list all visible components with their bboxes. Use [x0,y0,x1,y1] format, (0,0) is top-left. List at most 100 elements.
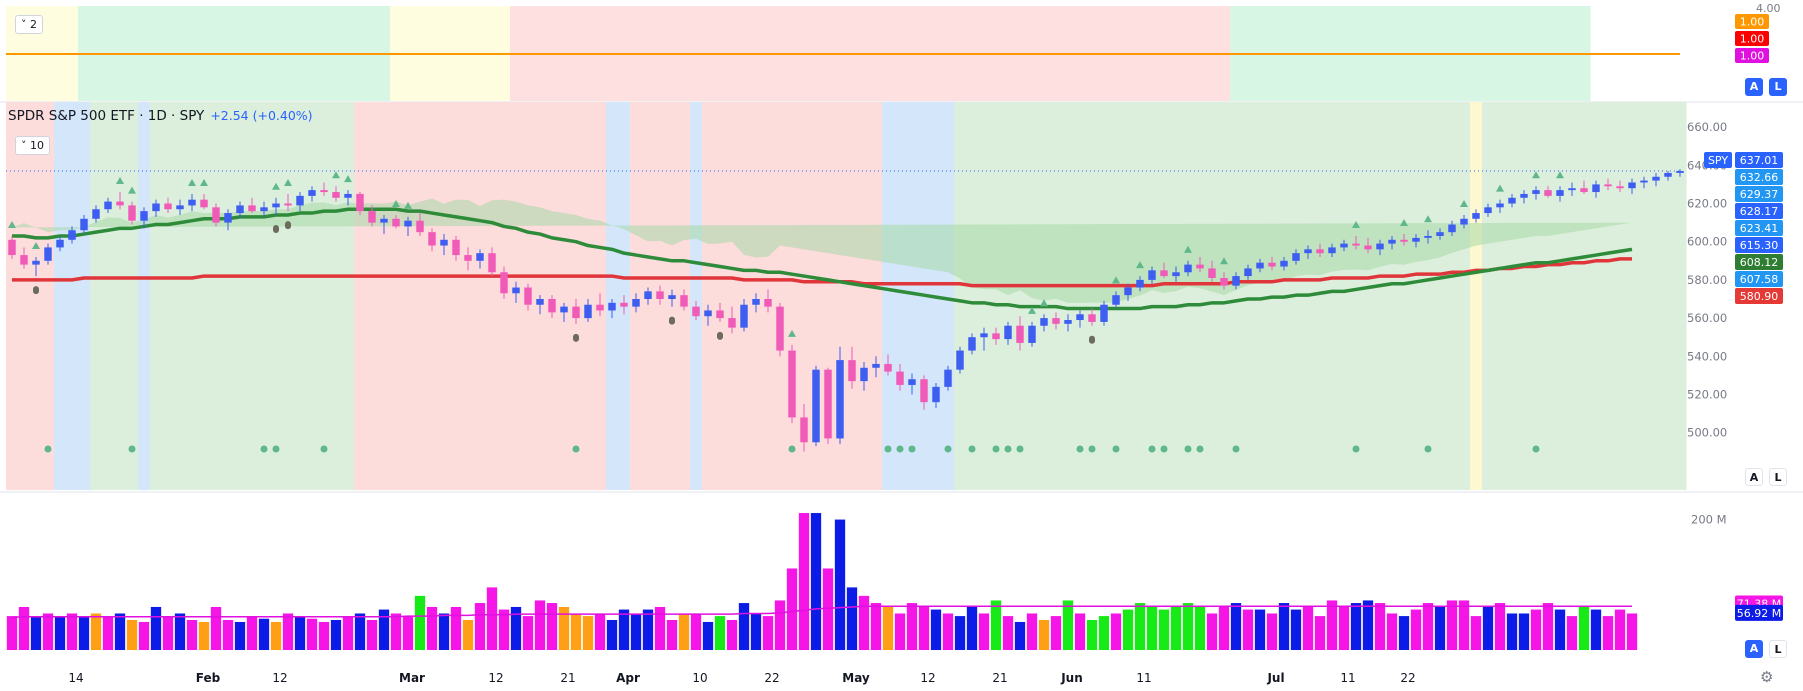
volume-bar [1338,606,1350,650]
candle-body [1196,264,1204,269]
volume-bar [174,613,186,650]
candle-body [1592,184,1600,193]
volume-bar [1470,616,1482,650]
candle-body [848,360,856,382]
volume-bar [534,600,546,650]
candle-body [1436,232,1444,236]
regime-bg-20 [246,102,259,490]
candle-body [380,218,388,223]
candle-body [884,363,892,372]
candle [1124,283,1132,301]
regime-bg-120 [1446,102,1459,490]
volume-bar [510,606,522,650]
volume-bar [126,620,138,650]
up-signal-marker [1220,257,1228,265]
candle-body [548,299,556,313]
volume-bar [1422,603,1434,650]
regime-bg-112 [1350,102,1363,490]
time-tick: 11 [1340,671,1355,685]
regime-dot [1184,445,1192,453]
candle [116,192,124,210]
top-auto-button[interactable]: A [1745,78,1763,96]
candle-body [20,255,28,265]
volume-bar [918,606,930,650]
regime-bg-2 [30,102,43,490]
candle-body [1244,268,1252,277]
regime-bg-79 [954,102,967,490]
regime-bg-118 [1422,102,1435,490]
volume-bar [1134,603,1146,650]
volume-bar [1386,613,1398,650]
time-tick: Jul [1266,671,1284,685]
candle [788,344,796,424]
volume-bar [1530,609,1542,650]
volume-bar [1410,609,1422,650]
main-auto-button[interactable]: A [1745,468,1763,486]
regime-dot [44,445,52,453]
volume-bar [1278,603,1290,650]
candle-body [1532,190,1540,194]
up-signal-marker [1136,261,1144,269]
candle-body [428,232,436,246]
candle-body [212,207,220,223]
volume-bar [1194,606,1206,650]
candle-body [1508,197,1516,204]
main-log-button[interactable]: L [1769,468,1787,486]
volume-bar [1518,613,1530,650]
regime-bg-66 [798,102,811,490]
volume-bar [1002,616,1014,650]
candle-body [344,193,352,198]
volume-bar [138,621,150,650]
candle [908,373,916,395]
ema-lines [12,207,1633,311]
regime-bg-130 [1566,102,1579,490]
candle-body [128,205,136,221]
settings-gear-icon[interactable]: ⚙ [1760,668,1774,686]
candle [260,201,268,217]
candle-body [1616,186,1624,189]
volume-bar [630,613,642,650]
down-signal-marker [717,331,723,340]
candle-body [452,239,460,256]
vol-auto-button[interactable]: A [1745,640,1763,658]
volume-bar [462,620,474,650]
collapse-top-button[interactable]: ˅ 2 [15,15,43,34]
candle [824,367,832,445]
volume-bar [582,616,594,650]
candle [536,295,544,315]
price-badge-bg [1735,152,1783,168]
candle-body [1220,277,1228,286]
top-log-button[interactable]: L [1769,78,1787,96]
volume-bar [1626,613,1638,650]
candle-body [1172,272,1180,277]
volume-bar [1242,609,1254,650]
volume-bar [1434,606,1446,650]
volume-bar [1158,609,1170,650]
candle [1628,178,1636,194]
volume-bar [594,613,606,650]
price-badge-bg [1735,186,1783,202]
price-badge: 632.66 [1740,171,1779,184]
collapse-main-count: 10 [30,139,44,152]
collapse-main-button[interactable]: ˅ 10 [15,136,50,155]
candle [224,209,232,231]
top-badge: 1.00 [1740,33,1765,46]
candle-body [1676,171,1684,173]
regime-bg-70 [846,102,859,490]
volume-bar [1182,603,1194,650]
time-tick: 21 [992,671,1007,685]
regime-bg-135 [1626,102,1639,490]
regime-dot [1196,445,1204,453]
regime-bg-37 [450,102,463,490]
candle [1292,249,1300,265]
candle [140,207,148,229]
volume-bar [750,613,762,650]
regime-bg-15 [186,102,199,490]
candle-body [1052,318,1060,324]
regime-bg-34 [414,102,427,490]
candle-body [1028,325,1036,343]
vol-log-button[interactable]: L [1769,640,1787,658]
price-badge-bg [1735,203,1783,219]
up-signal-marker [200,178,208,186]
